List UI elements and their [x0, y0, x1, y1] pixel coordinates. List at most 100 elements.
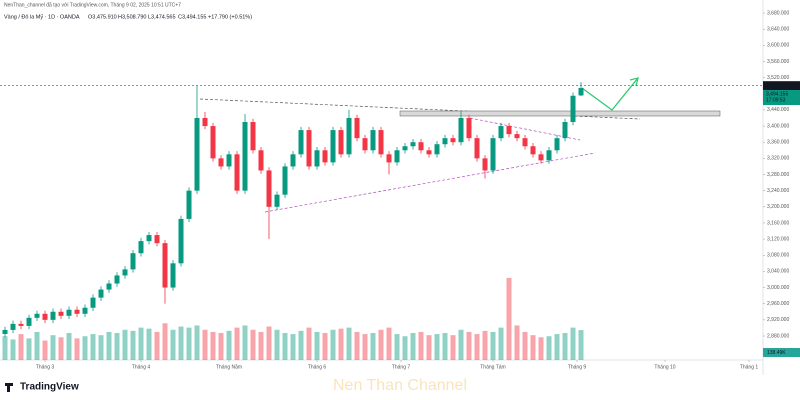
- volume-bar: [402, 336, 408, 360]
- ohlc-value: H3,508.790: [118, 14, 146, 20]
- y-tick-label: 3,560.000: [767, 59, 789, 65]
- candle-body: [34, 313, 40, 318]
- volume-bar: [514, 325, 520, 360]
- volume-bar: [346, 327, 352, 360]
- volume-bar: [306, 327, 312, 360]
- y-tick-label: 2,960.000: [767, 301, 789, 307]
- volume-bar: [242, 325, 248, 360]
- candle-body: [418, 142, 424, 151]
- candle-body: [402, 146, 408, 151]
- volume-bar: [186, 327, 192, 360]
- volume-bar: [130, 330, 136, 360]
- candle-body: [466, 117, 472, 139]
- candle-body: [130, 253, 136, 270]
- candle-body: [170, 263, 176, 288]
- candle-body: [370, 130, 376, 151]
- candle-body: [530, 146, 536, 155]
- candle-body: [378, 130, 384, 155]
- volume-bar: [394, 334, 400, 360]
- x-tick-label: Tháng 10: [654, 364, 675, 370]
- volume-bar: [170, 329, 176, 360]
- candle-body: [522, 138, 528, 147]
- volume-bar: [570, 327, 576, 360]
- y-tick-label: 2,920.000: [767, 317, 789, 323]
- volume-bar: [546, 336, 552, 360]
- candle-body: [394, 150, 400, 163]
- y-tick-label: 3,120.000: [767, 236, 789, 242]
- candle-body: [66, 309, 72, 316]
- volume-bar: [106, 331, 112, 360]
- x-tick-label: Tháng 1: [740, 364, 759, 370]
- candle-body: [202, 117, 208, 127]
- volume-bar: [578, 330, 584, 360]
- logo: TradingView: [20, 382, 79, 393]
- volume-bar: [210, 331, 216, 360]
- volume-bar: [66, 333, 72, 360]
- volume-bar: [138, 327, 144, 360]
- candle-body: [570, 95, 576, 123]
- plot: [0, 82, 763, 360]
- y-tick-label: 3,400.000: [767, 123, 789, 129]
- last-price-bg: [763, 90, 800, 106]
- y-tick-label: 3,280.000: [767, 172, 789, 178]
- volume-bar: [18, 334, 24, 360]
- candle-body: [314, 150, 320, 167]
- volume-bar: [58, 337, 64, 360]
- volume-bar: [98, 335, 104, 360]
- volume-bar: [434, 334, 440, 360]
- volume-bar: [218, 333, 224, 360]
- candle-body: [514, 134, 520, 139]
- volume-bar: [474, 334, 480, 360]
- candle-body: [258, 150, 264, 171]
- volume-bar: [154, 331, 160, 360]
- volume-bar: [202, 329, 208, 360]
- volume-bar: [458, 329, 464, 360]
- candle-body: [290, 154, 296, 167]
- candle-body: [226, 154, 232, 167]
- volume-bar: [162, 323, 168, 360]
- candle-body: [362, 138, 368, 151]
- candle-body: [282, 166, 288, 195]
- x-tick-label: Tháng 9: [568, 364, 587, 370]
- volume-bar: [330, 329, 336, 360]
- candle-body: [138, 241, 144, 254]
- y-tick-label: 3,680.000: [767, 10, 789, 16]
- volume-bar: [338, 328, 344, 360]
- volume-label: 138.49K: [767, 350, 786, 356]
- candle-body: [186, 190, 192, 219]
- candle-body: [234, 154, 240, 191]
- candle-body: [474, 138, 480, 159]
- candle-body: [50, 311, 56, 320]
- watermark: Nen Than Channel: [333, 377, 467, 394]
- x-tick-label: Tháng 3: [36, 364, 55, 370]
- candle-body: [386, 154, 392, 163]
- y-tick-label: 3,640.000: [767, 26, 789, 32]
- trendline: [469, 117, 581, 141]
- projection-arrow: [581, 77, 639, 111]
- volume-label-bg: [763, 348, 800, 357]
- ohlc-value: +17.790 (+0.51%): [208, 14, 252, 20]
- candle-body: [546, 150, 552, 161]
- candle-body: [146, 235, 152, 242]
- candle-body: [482, 158, 488, 171]
- candle-body: [298, 130, 304, 155]
- volume-bar: [426, 335, 432, 360]
- x-tick-label: Tháng 6: [308, 364, 327, 370]
- volume-bar: [450, 335, 456, 360]
- volume-bar: [386, 327, 392, 360]
- y-tick-label: 3,080.000: [767, 253, 789, 259]
- y-tick-label: 3,520.000: [767, 75, 789, 81]
- last-price-label: 3,494.155: [766, 91, 788, 97]
- candle-body: [538, 154, 544, 161]
- candle-body: [322, 150, 328, 163]
- y-tick-label: 3,240.000: [767, 188, 789, 194]
- y-tick-label: 3,600.000: [767, 43, 789, 49]
- candle-body: [18, 323, 24, 326]
- y-tick-label: 3,160.000: [767, 220, 789, 226]
- volume-bar: [250, 329, 256, 360]
- candle-body: [98, 289, 104, 298]
- symbol: Vàng / Đô la Mỹ · 1D · OANDA: [4, 14, 80, 20]
- y-tick-label: 3,320.000: [767, 156, 789, 162]
- ohlc-value: L3,474.565: [148, 14, 176, 20]
- y-tick-label: 3,440.000: [767, 107, 789, 113]
